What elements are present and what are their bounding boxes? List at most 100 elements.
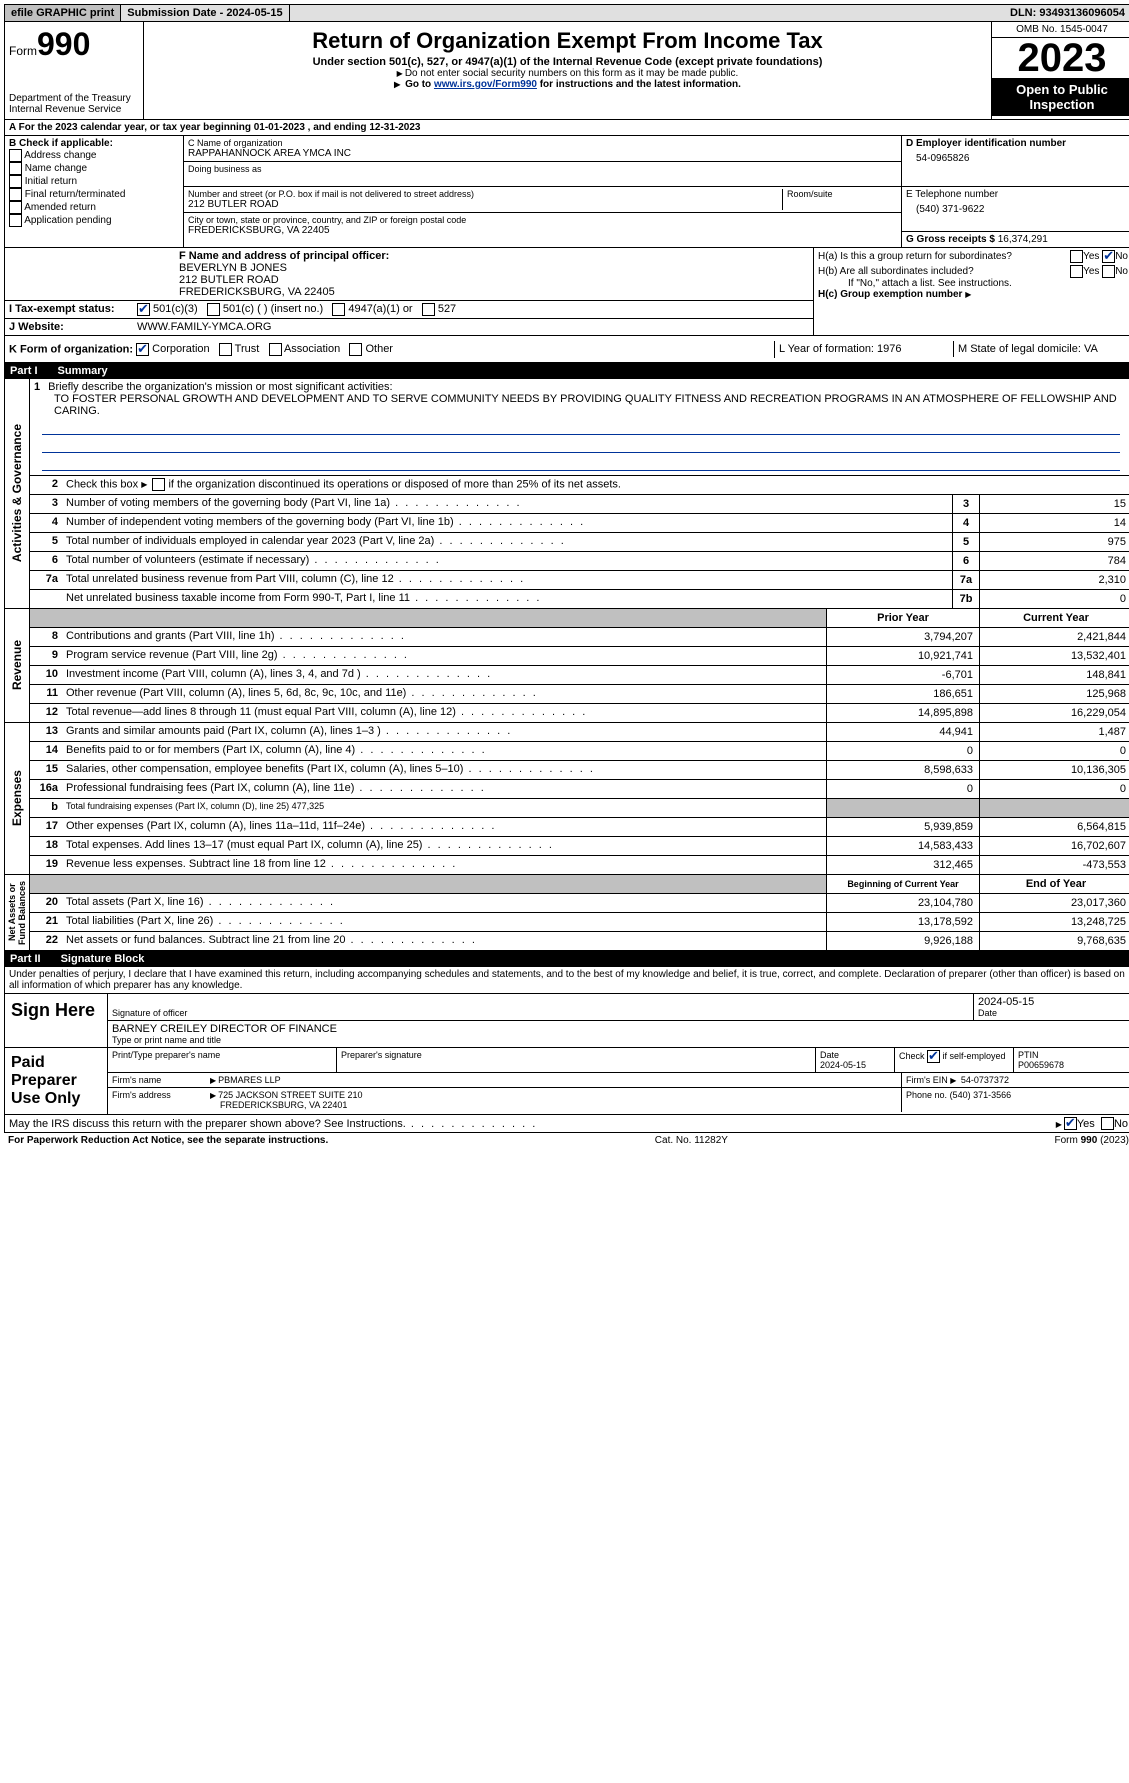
discuss-row: May the IRS discuss this return with the… <box>4 1115 1129 1133</box>
year-formation: L Year of formation: 1976 <box>775 341 954 357</box>
data-line: 13Grants and similar amounts paid (Part … <box>30 723 1129 742</box>
city-label: City or town, state or province, country… <box>188 215 897 225</box>
officer-city: FREDERICKSBURG, VA 22405 <box>179 286 809 298</box>
firm-city: FREDERICKSBURG, VA 22401 <box>210 1100 347 1110</box>
h-a-no[interactable] <box>1102 250 1115 263</box>
tax-opt-check[interactable] <box>422 303 435 316</box>
data-line: 8Contributions and grants (Part VIII, li… <box>30 628 1129 647</box>
sign-here-label: Sign Here <box>5 994 108 1047</box>
section-netassets: Net Assets or Fund Balances Beginning of… <box>4 875 1129 951</box>
form-org-check[interactable] <box>349 343 362 356</box>
firm-ein: 54-0737372 <box>961 1075 1009 1085</box>
discuss-no[interactable] <box>1101 1117 1114 1130</box>
data-line: 14Benefits paid to or for members (Part … <box>30 742 1129 761</box>
box-b-item[interactable]: Application pending <box>9 214 179 227</box>
end-year-hdr: End of Year <box>979 875 1129 893</box>
part1-header: Part ISummary <box>4 363 1129 379</box>
website: WWW.FAMILY-YMCA.ORG <box>133 319 813 335</box>
dba-label: Doing business as <box>188 164 897 174</box>
officer-name: BEVERLYN B JONES <box>179 262 809 274</box>
phone: (540) 371-9622 <box>906 200 1128 219</box>
efile-print-button[interactable]: efile GRAPHIC print <box>5 5 121 21</box>
data-line: 16aProfessional fundraising fees (Part I… <box>30 780 1129 799</box>
footer: For Paperwork Reduction Act Notice, see … <box>4 1133 1129 1148</box>
open-inspection: Open to Public Inspection <box>992 78 1129 116</box>
data-line: 15Salaries, other compensation, employee… <box>30 761 1129 780</box>
box-b-item[interactable]: Amended return <box>9 201 179 214</box>
self-emp-check[interactable] <box>927 1050 940 1063</box>
h-note: If "No," attach a list. See instructions… <box>818 278 1128 289</box>
gov-line: 4Number of independent voting members of… <box>30 514 1129 533</box>
row-a: A For the 2023 calendar year, or tax yea… <box>4 120 1129 136</box>
form-header: Form990 Department of the Treasury Inter… <box>4 22 1129 120</box>
h-a: H(a) Is this a group return for subordin… <box>818 251 1070 262</box>
gross-val: 16,374,291 <box>998 234 1048 245</box>
sign-date: 2024-05-15 <box>978 996 1128 1008</box>
sign-date-label: Date <box>978 1008 1128 1018</box>
sig-officer-label: Signature of officer <box>112 1008 969 1018</box>
officer-label: F Name and address of principal officer: <box>179 250 389 262</box>
ein: 54-0965826 <box>906 149 1128 168</box>
prep-date: 2024-05-15 <box>820 1060 866 1070</box>
discuss-yes[interactable] <box>1064 1117 1077 1130</box>
prep-sig-label: Preparer's signature <box>337 1048 816 1072</box>
data-line: 18Total expenses. Add lines 13–17 (must … <box>30 837 1129 856</box>
form-title: Return of Organization Exempt From Incom… <box>148 28 987 54</box>
tax-opt-check[interactable] <box>332 303 345 316</box>
section-expenses: Expenses 13Grants and similar amounts pa… <box>4 723 1129 875</box>
subtitle-2: Do not enter social security numbers on … <box>148 68 987 79</box>
exp-label: Expenses <box>10 766 24 830</box>
phone-label: E Telephone number <box>906 189 1128 200</box>
tax-status-label: I Tax-exempt status: <box>9 303 115 315</box>
officer-street: 212 BUTLER ROAD <box>179 274 809 286</box>
part2-header: Part IISignature Block <box>4 951 1129 967</box>
type-name-label: Type or print name and title <box>112 1035 1128 1045</box>
form-foot: Form 990 (2023) <box>1055 1135 1129 1146</box>
data-line: 10Investment income (Part VIII, column (… <box>30 666 1129 685</box>
rev-label: Revenue <box>10 636 24 694</box>
pra-notice: For Paperwork Reduction Act Notice, see … <box>8 1135 328 1146</box>
gross-label: G Gross receipts $ <box>906 234 995 245</box>
discontinued-check[interactable] <box>152 478 165 491</box>
firm-name-label: Firm's name <box>108 1073 206 1087</box>
box-b-item[interactable]: Initial return <box>9 175 179 188</box>
form-org-label: K Form of organization: <box>9 343 133 355</box>
h-b-no[interactable] <box>1102 265 1115 278</box>
gov-line: Net unrelated business taxable income fr… <box>30 590 1129 608</box>
form-org-check[interactable] <box>269 343 282 356</box>
org-name-label: C Name of organization <box>188 138 897 148</box>
form-number: Form990 <box>9 26 139 63</box>
firm-addr: 725 JACKSON STREET SUITE 210 <box>210 1090 363 1100</box>
tax-year: 2023 <box>992 38 1129 78</box>
org-name: RAPPAHANNOCK AREA YMCA INC <box>188 148 897 159</box>
box-b: B Check if applicable: Address change Na… <box>5 136 184 247</box>
h-b: H(b) Are all subordinates included? <box>818 266 1070 277</box>
subtitle-3: Go to www.irs.gov/Form990 for instructio… <box>148 79 987 90</box>
tax-opt-check[interactable] <box>137 303 150 316</box>
firm-phone: (540) 371-3566 <box>950 1090 1012 1100</box>
box-b-item[interactable]: Final return/terminated <box>9 188 179 201</box>
section-revenue: Revenue Prior YearCurrent Year 8Contribu… <box>4 609 1129 723</box>
firm-addr-label: Firm's address <box>108 1088 206 1112</box>
prior-year-hdr: Prior Year <box>826 609 979 627</box>
form-org-check[interactable] <box>136 343 149 356</box>
dln-label: DLN: 93493136096054 <box>1004 5 1129 21</box>
paid-preparer-block: Paid Preparer Use Only Print/Type prepar… <box>4 1048 1129 1115</box>
subtitle-1: Under section 501(c), 527, or 4947(a)(1)… <box>148 56 987 68</box>
box-b-label: B Check if applicable: <box>9 138 179 149</box>
data-line: 20Total assets (Part X, line 16)23,104,7… <box>30 894 1129 913</box>
box-b-item[interactable]: Address change <box>9 149 179 162</box>
h-b-yes[interactable] <box>1070 265 1083 278</box>
submission-date: Submission Date - 2024-05-15 <box>121 5 289 21</box>
irs-link[interactable]: www.irs.gov/Form990 <box>434 79 537 90</box>
street-label: Number and street (or P.O. box if mail i… <box>188 189 782 199</box>
beg-year-hdr: Beginning of Current Year <box>826 875 979 893</box>
tax-opt-check[interactable] <box>207 303 220 316</box>
section-governance: Activities & Governance 1Briefly describ… <box>4 379 1129 609</box>
h-a-yes[interactable] <box>1070 250 1083 263</box>
net-label: Net Assets or Fund Balances <box>7 875 27 950</box>
box-b-item[interactable]: Name change <box>9 162 179 175</box>
state-domicile: M State of legal domicile: VA <box>954 341 1129 357</box>
form-org-check[interactable] <box>219 343 232 356</box>
gov-line: 7aTotal unrelated business revenue from … <box>30 571 1129 590</box>
